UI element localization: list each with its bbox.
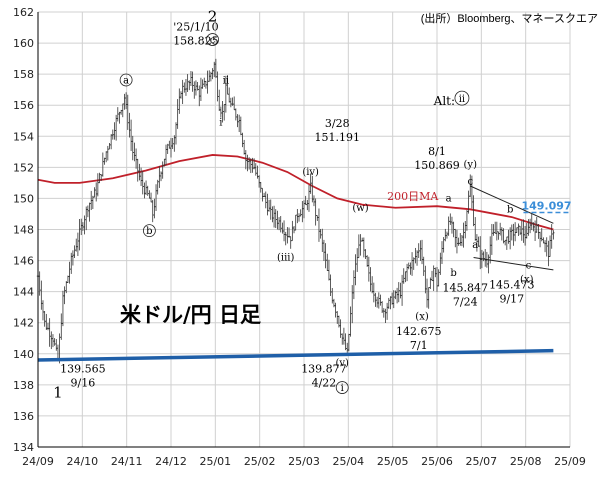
wave-label: b [146, 226, 152, 237]
price-annotation: 8/1 [428, 145, 446, 158]
price-annotation: 4/22 [312, 376, 337, 389]
ma-200-line [37, 154, 554, 231]
alt-circle-label: ii [459, 94, 465, 105]
wave-label: b [507, 204, 513, 215]
y-tick-label: 150 [13, 192, 34, 205]
x-tick-label: 24/10 [66, 455, 98, 468]
y-tick-label: 144 [13, 286, 34, 299]
y-tick-label: 140 [13, 348, 34, 361]
y-tick-label: 136 [13, 410, 34, 423]
x-tick-label: 24/09 [22, 455, 54, 468]
price-annotation: 9/16 [71, 376, 96, 389]
source-text: (出所）Bloomberg、マネースクエア [421, 11, 598, 25]
y-tick-label: 146 [13, 255, 34, 268]
wave-label: (y) [464, 159, 478, 170]
chart-title: 米ドル/円 日足 [120, 303, 261, 327]
wave-label: ii [223, 75, 229, 86]
triangle-lower-line [473, 256, 554, 271]
support-line [37, 348, 554, 362]
y-tick-label: 152 [13, 161, 34, 174]
price-annotation: '25/1/10 [173, 21, 218, 34]
alt-circle [454, 90, 470, 106]
price-annotation: 139.565 [60, 362, 106, 375]
ma-200-path [37, 154, 554, 231]
y-tick-label: 134 [13, 441, 34, 454]
price-annotation: 145.847 [443, 282, 489, 295]
wave-label: (iii) [277, 253, 294, 264]
wave-label: i [219, 117, 222, 128]
wave-circle [206, 33, 219, 46]
y-tick-label: 154 [13, 130, 34, 143]
grid-lines [37, 11, 571, 448]
wave-label: a [472, 240, 478, 251]
x-tick-label: 24/12 [155, 455, 187, 468]
wave-label: i [341, 383, 344, 394]
x-tick-label: 25/04 [332, 455, 364, 468]
axes: 134 136 138 140 142 144 146 148 150 152 154 156 158 1… [13, 6, 586, 468]
wave-label: (iv) [302, 167, 319, 178]
x-tick-label: 25/03 [288, 455, 320, 468]
price-annotation: 139.877 [301, 362, 347, 375]
wave-circle [335, 381, 349, 394]
x-tick-label: 25/05 [377, 455, 409, 468]
price-annotation: 3/28 [325, 117, 350, 130]
alt-label: Alt: [433, 94, 455, 108]
price-annotation: 150.869 [414, 159, 460, 172]
wave-circle [142, 224, 156, 238]
y-tick-label: 162 [13, 6, 34, 19]
x-tick-label: 25/08 [510, 455, 542, 468]
y-tick-label: 142 [13, 317, 34, 330]
x-tick-label: 25/01 [199, 455, 231, 468]
x-tick-label: 25/07 [465, 455, 497, 468]
x-tick-label: 25/09 [554, 455, 586, 468]
wave-label: c [210, 35, 216, 46]
x-tick-label: 25/02 [244, 455, 276, 468]
y-tick-label: 158 [13, 68, 34, 81]
wave-label: a [446, 194, 452, 205]
chart-labels: 149.097200日MA21cabiii(iii)(iv)(v)i(w)(x)… [53, 7, 571, 401]
wave-label: 2 [208, 7, 218, 25]
wave-label: 1 [53, 383, 63, 401]
price-annotation: 151.191 [315, 131, 361, 144]
price-annotation: 7/24 [453, 296, 478, 309]
triangle-upper-line [470, 185, 554, 224]
wave-label: (v) [336, 358, 350, 369]
price-annotation: 158.825 [173, 35, 219, 48]
x-tick-label: 25/06 [421, 455, 453, 468]
reference-value-label: 149.097 [521, 199, 571, 212]
price-annotation: 142.675 [396, 325, 442, 338]
wave-circle [119, 73, 133, 87]
y-tick-label: 148 [13, 224, 34, 237]
wave-label: (w) [352, 203, 368, 214]
wave-label: a [123, 75, 129, 86]
ohlc-bars [36, 58, 555, 364]
wave-label: (x) [415, 312, 429, 323]
y-tick-label: 156 [13, 99, 34, 112]
trend-lines [37, 185, 570, 362]
wave-label: (x) [520, 274, 534, 285]
wave-label: b [450, 268, 456, 279]
price-annotation: 9/17 [499, 293, 524, 306]
ma-label: 200日MA [387, 190, 439, 203]
y-tick-label: 138 [13, 379, 34, 392]
price-annotation: 145.473 [489, 279, 535, 292]
price-annotation: 7/1 [410, 339, 428, 352]
x-tick-label: 24/11 [111, 455, 143, 468]
wave-label: c [467, 176, 473, 187]
wave-label: c [526, 260, 532, 271]
y-tick-label: 160 [13, 37, 34, 50]
